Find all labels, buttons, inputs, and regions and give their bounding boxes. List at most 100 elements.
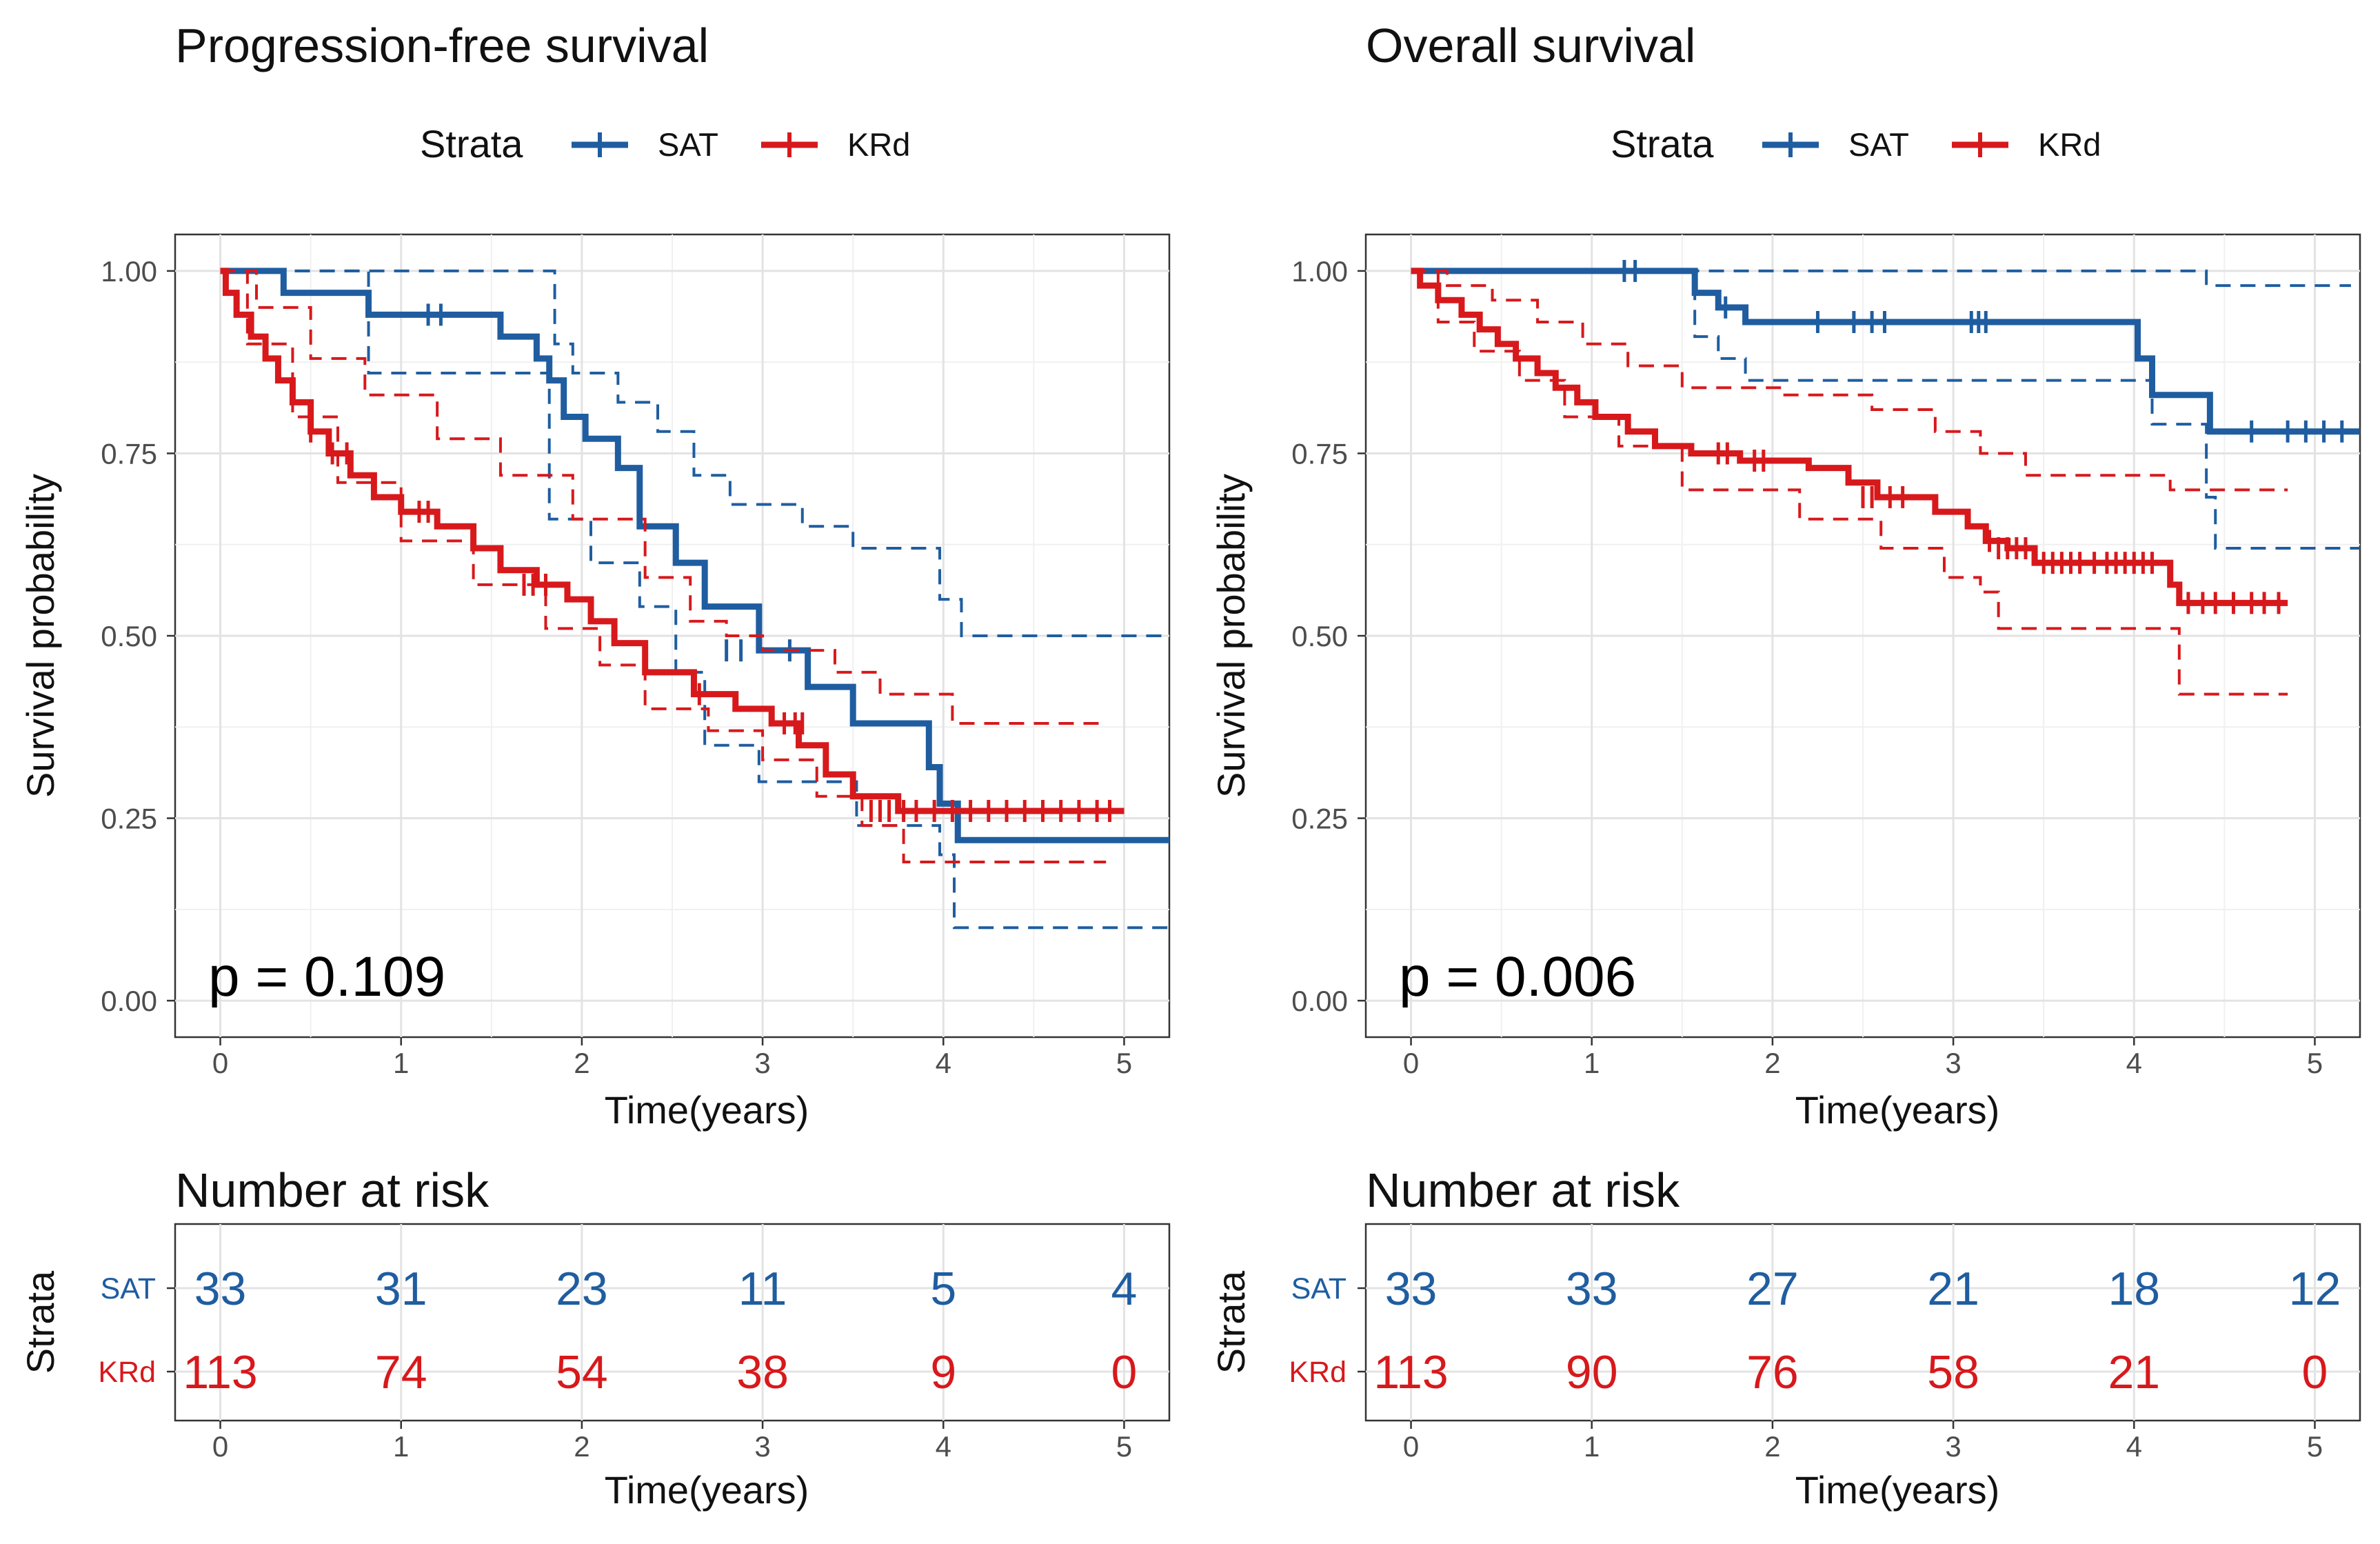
chart-panel-1: Progression-free survival Strata SAT KRd 0 1 2… (19, 19, 1171, 1132)
ci-upper-krd (220, 269, 1107, 725)
risk-count-sat: 18 (2108, 1263, 2160, 1315)
chart-panel-2: Overall survival Strata SAT KRd 0 1 2 3 4 5 0.00 0.… (1209, 19, 2361, 1132)
risk-x-axis-title: Time(years) (605, 1468, 809, 1512)
series-krd (220, 268, 1125, 864)
ci-lower-krd (1411, 269, 2288, 696)
risk-count-sat: 4 (1111, 1263, 1138, 1315)
risk-count-krd: 0 (1111, 1346, 1138, 1398)
risk-count-krd: 0 (2302, 1346, 2328, 1398)
risk-count-krd: 76 (1746, 1346, 1799, 1398)
legend-label-sat: SAT (658, 126, 718, 163)
ci-upper-sat (1411, 269, 2351, 288)
risk-x-tick-label: 5 (1116, 1430, 1132, 1463)
risk-count-sat: 11 (738, 1263, 787, 1315)
x-tick-label: 5 (2307, 1047, 2323, 1079)
survival-curve-sat (1411, 268, 2360, 435)
series-sat (1411, 259, 2360, 550)
x-tick-label: 1 (1584, 1047, 1600, 1079)
x-axis-title: Time(years) (1795, 1088, 2000, 1132)
risk-x-tick-label: 1 (393, 1430, 409, 1463)
risk-y-axis-title: Strata (19, 1270, 62, 1374)
risk-x-axis-title: Time(years) (1795, 1468, 2000, 1512)
risk-x-tick-label: 5 (2307, 1430, 2323, 1463)
risk-count-sat: 33 (1385, 1263, 1438, 1315)
survival-curve-sat (220, 268, 1169, 843)
survival-curve-krd (1411, 268, 2288, 606)
risk-count-sat: 27 (1746, 1263, 1799, 1315)
legend: Strata SAT KRd (420, 122, 910, 166)
legend-label-krd: KRd (847, 126, 910, 163)
y-tick-label: 1.00 (1291, 255, 1348, 288)
strata-label-krd: KRd (98, 1356, 156, 1389)
risk-count-krd: 9 (930, 1346, 956, 1398)
risk-count-krd: 38 (736, 1346, 789, 1398)
risk-count-sat: 33 (1566, 1263, 1618, 1315)
risk-count-sat: 31 (375, 1263, 427, 1315)
risk-count-sat: 5 (930, 1263, 956, 1315)
risk-x-tick-label: 4 (936, 1430, 951, 1463)
legend-title: Strata (420, 122, 523, 166)
p-value: p = 0.006 (1399, 945, 1636, 1008)
x-tick-label: 3 (1945, 1047, 1961, 1079)
y-axis-title: Survival probability (1209, 474, 1253, 798)
ci-lower-krd (220, 269, 1107, 864)
y-tick-label: 0.75 (101, 437, 157, 470)
x-tick-label: 3 (754, 1047, 770, 1079)
strata-label-sat: SAT (101, 1272, 156, 1305)
risk-table-title: Number at risk (1366, 1163, 1680, 1217)
x-tick-label: 4 (936, 1047, 951, 1079)
risk-panel (174, 1223, 1171, 1422)
risk-count-krd: 21 (2108, 1346, 2160, 1398)
risk-count-krd: 58 (1927, 1346, 1979, 1398)
x-tick-label: 5 (1116, 1047, 1132, 1079)
risk-count-krd: 54 (556, 1346, 608, 1398)
y-tick-label: 0.00 (101, 985, 157, 1017)
risk-x-tick-label: 0 (1403, 1430, 1419, 1463)
y-tick-label: 0.75 (1291, 437, 1348, 470)
x-axis-title: Time(years) (605, 1088, 809, 1132)
risk-y-axis-title: Strata (1209, 1270, 1253, 1374)
risk-panel (1364, 1223, 2361, 1422)
strata-label-krd: KRd (1289, 1356, 1347, 1389)
risk-x-tick-label: 3 (1945, 1430, 1961, 1463)
risk-count-krd: 74 (375, 1346, 427, 1398)
risk-table-title: Number at risk (175, 1163, 490, 1217)
chart-title: Progression-free survival (175, 19, 709, 72)
x-tick-label: 0 (212, 1047, 228, 1079)
risk-count-krd: 113 (183, 1346, 257, 1398)
x-tick-label: 1 (393, 1047, 409, 1079)
legend-title: Strata (1611, 122, 1714, 166)
risk-count-sat: 33 (194, 1263, 247, 1315)
risk-x-tick-label: 4 (2126, 1430, 2142, 1463)
risk-count-sat: 12 (2289, 1263, 2341, 1315)
legend: Strata SAT KRd (1611, 122, 2101, 166)
risk-x-tick-label: 0 (212, 1430, 228, 1463)
ci-upper-sat (220, 269, 1169, 637)
risk-x-tick-label: 2 (1764, 1430, 1780, 1463)
risk-count-sat: 21 (1927, 1263, 1979, 1315)
legend-label-krd: KRd (2038, 126, 2101, 163)
ci-lower-sat (1411, 269, 2360, 550)
series-krd (1411, 268, 2288, 696)
x-tick-label: 2 (1764, 1047, 1780, 1079)
risk-count-sat: 23 (556, 1263, 608, 1315)
gridlines (1366, 234, 2360, 1037)
survival-curve-krd (220, 268, 1125, 814)
risk-count-krd: 113 (1373, 1346, 1448, 1398)
x-tick-label: 2 (574, 1047, 589, 1079)
p-value: p = 0.109 (208, 945, 445, 1008)
x-tick-label: 0 (1403, 1047, 1419, 1079)
y-tick-label: 0.50 (101, 620, 157, 652)
legend-label-sat: SAT (1848, 126, 1909, 163)
y-axis-title: Survival probability (19, 474, 62, 798)
risk-count-krd: 90 (1566, 1346, 1618, 1398)
risk-x-tick-label: 3 (754, 1430, 770, 1463)
x-tick-label: 4 (2126, 1047, 2142, 1079)
strata-label-sat: SAT (1291, 1272, 1347, 1305)
y-tick-label: 1.00 (101, 255, 157, 288)
risk-x-tick-label: 1 (1584, 1430, 1600, 1463)
